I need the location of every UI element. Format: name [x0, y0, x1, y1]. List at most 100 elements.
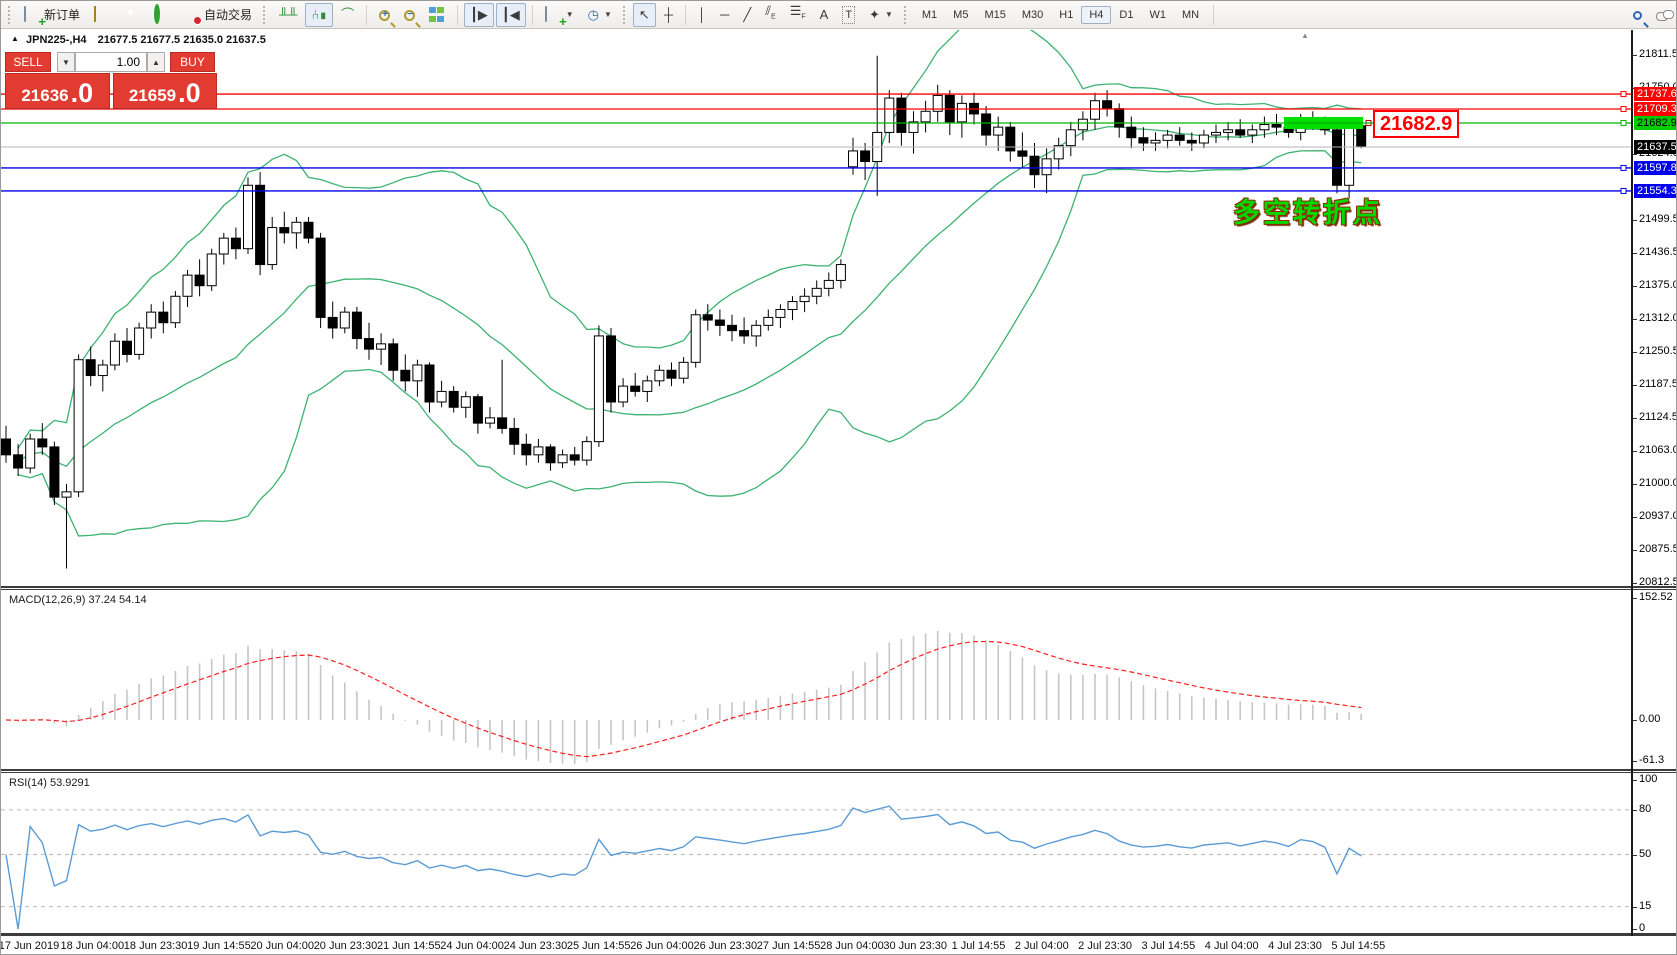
search-button[interactable]: [1627, 3, 1648, 27]
price-callout-box[interactable]: 21682.9: [1373, 109, 1460, 138]
auto-scroll-button[interactable]: ┃▶: [464, 2, 494, 27]
chat-button[interactable]: [1650, 3, 1674, 27]
line-anchor-handle[interactable]: [1620, 164, 1627, 171]
candle-body: [376, 343, 387, 350]
macd-pane[interactable]: [1, 590, 1631, 769]
timeframe-mn[interactable]: MN: [1181, 8, 1200, 21]
candle-body: [73, 359, 84, 493]
candle-body: [1186, 139, 1197, 144]
axis-tick: [1633, 319, 1637, 320]
trendline-button[interactable]: ╱: [737, 3, 757, 27]
buy-button[interactable]: BUY: [170, 52, 215, 72]
candle-body: [1005, 126, 1016, 152]
timeframe-m5[interactable]: M5: [953, 8, 969, 21]
sell-price-button[interactable]: 21636 .0: [5, 73, 110, 109]
price-chart-pane[interactable]: [1, 30, 1631, 586]
volume-input[interactable]: 1.00: [75, 52, 147, 72]
candle-body: [1102, 100, 1113, 110]
rsi-pane[interactable]: [1, 773, 1631, 933]
arrows-button[interactable]: ✦ ▼: [869, 6, 893, 22]
toolbar-grip[interactable]: [622, 5, 628, 24]
auto-scroll-icon: ┃▶: [470, 6, 488, 22]
zoom-in-button[interactable]: +: [373, 3, 396, 27]
time-axis[interactable]: 17 Jun 2019 18 Jun 04:00 18 Jun 23:30 19 Ju…: [1, 936, 1676, 954]
line-anchor-handle[interactable]: [1620, 106, 1627, 113]
toolbar-grip[interactable]: [903, 5, 909, 24]
time-label: 18 Jun 23:30: [123, 940, 188, 952]
profile-icon: [124, 7, 140, 23]
price-tick: 21000.0: [1639, 476, 1677, 489]
pane-separator[interactable]: [1, 586, 1676, 590]
candle-body: [678, 361, 689, 379]
candle-body: [497, 417, 508, 429]
line-anchor-handle[interactable]: [1620, 119, 1627, 126]
chart-shift-marker[interactable]: ▲: [1301, 31, 1309, 40]
axis-tick: [1633, 285, 1637, 287]
time-label: 18 Jun 04:00: [60, 940, 125, 952]
candle-body: [775, 308, 786, 318]
bar-chart-button[interactable]: ╨╨: [273, 3, 303, 27]
candle-body: [485, 417, 495, 424]
zoom-out-button[interactable]: −: [398, 3, 421, 27]
candle-body: [1259, 124, 1270, 131]
text-button[interactable]: A: [814, 3, 835, 27]
candle-body: [848, 150, 858, 168]
tile-windows-button[interactable]: [423, 3, 451, 27]
equidistant-channel-button[interactable]: ⫽E: [759, 3, 781, 27]
profile-button[interactable]: [118, 3, 146, 27]
text-label-button[interactable]: T: [836, 3, 861, 27]
candle-body: [787, 301, 798, 310]
horizontal-line-button[interactable]: ─: [714, 3, 735, 27]
timeframe-m15[interactable]: M15: [984, 8, 1006, 21]
period-menu-button[interactable]: ◷ ▼: [587, 6, 612, 22]
sell-button[interactable]: SELL: [5, 52, 51, 72]
buy-price-button[interactable]: 21659 .0: [112, 73, 217, 109]
time-label: 2 Jul 04:00: [1014, 940, 1069, 952]
eraser-button[interactable]: [88, 3, 116, 27]
timeframe-m30[interactable]: M30: [1021, 8, 1044, 21]
new-order-button[interactable]: 新订单: [18, 3, 86, 27]
candle-body: [1053, 145, 1064, 160]
toolbar-grip[interactable]: [263, 5, 268, 24]
timeframe-m1[interactable]: M1: [921, 8, 938, 21]
candle-body: [860, 150, 871, 163]
candle-body: [243, 184, 253, 250]
volume-down-button[interactable]: ▼: [57, 52, 75, 72]
timeframe-d1[interactable]: D1: [1119, 8, 1134, 21]
pane-separator[interactable]: [1, 769, 1676, 773]
price-tick: 21312.0: [1639, 312, 1677, 324]
timeframe-w1[interactable]: W1: [1149, 8, 1166, 21]
candle-body: [545, 446, 556, 464]
toolbar-grip[interactable]: [8, 5, 13, 24]
time-label: 5 Jul 14:55: [1331, 940, 1386, 952]
price-tick: 20812.5: [1639, 576, 1677, 588]
new-chart-button[interactable]: ▼: [539, 3, 580, 27]
pane-separator[interactable]: [1, 933, 1676, 936]
timeframe-h4[interactable]: H4: [1081, 5, 1112, 24]
signal-button[interactable]: [148, 3, 176, 27]
candle-body: [364, 338, 374, 350]
timeframe-bar: M1 M5 M15 M30 H1 H4 D1 W1 MN: [914, 5, 1207, 24]
collapse-triangle-icon[interactable]: ▲: [11, 34, 19, 43]
candle-body: [255, 184, 266, 266]
line-chart-button[interactable]: ⌒: [335, 3, 360, 27]
line-anchor-handle[interactable]: [1620, 91, 1627, 98]
candlestick-button[interactable]: ⑃▮: [305, 2, 334, 27]
candle-body: [146, 311, 157, 329]
chart-shift-button[interactable]: ┃◀: [495, 2, 526, 27]
vertical-line-button[interactable]: │: [692, 3, 712, 27]
fibonacci-button[interactable]: ☰F: [784, 3, 812, 27]
candle-body: [1090, 100, 1100, 120]
timeframe-h1[interactable]: H1: [1059, 8, 1074, 21]
macd-tick: 152.52: [1639, 591, 1673, 603]
cursor-button[interactable]: ↖: [632, 2, 656, 27]
autotrading-button[interactable]: 自动交易: [178, 3, 258, 27]
candle-body: [956, 102, 967, 123]
volume-up-button[interactable]: ▲: [147, 52, 165, 72]
macd-signal-line: [5, 640, 1362, 758]
axis-tick: [1633, 929, 1637, 930]
crosshair-icon: ┼: [663, 6, 674, 22]
candle-body: [1162, 134, 1173, 141]
line-anchor-handle[interactable]: [1620, 187, 1627, 194]
crosshair-button[interactable]: ┼: [658, 3, 679, 27]
